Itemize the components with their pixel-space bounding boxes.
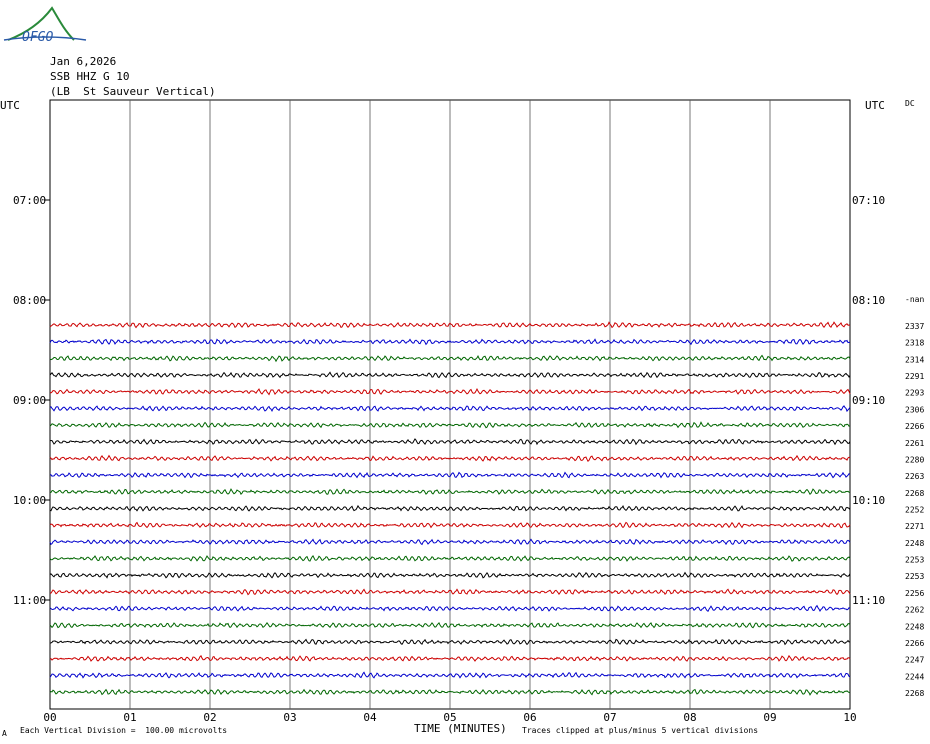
dc-label: 2291 xyxy=(905,372,924,381)
scale-note: Each Vertical Division = 100.00 microvol… xyxy=(20,726,228,735)
dc-label: 2306 xyxy=(905,405,924,414)
right-time-label: 11:10 xyxy=(852,594,885,607)
dc-label: 2318 xyxy=(905,339,924,348)
left-time-label: 09:00 xyxy=(13,394,46,407)
dc-label: 2244 xyxy=(905,672,924,681)
dc-label: 2253 xyxy=(905,556,924,565)
seismic-trace xyxy=(49,321,851,329)
clip-note: Traces clipped at plus/minus 5 vertical … xyxy=(522,726,759,735)
seismic-trace xyxy=(49,387,851,396)
x-tick-label: 06 xyxy=(523,711,536,724)
seismic-trace xyxy=(49,588,851,596)
seismic-trace xyxy=(49,521,851,529)
seismic-trace xyxy=(49,654,851,662)
dc-label: 2252 xyxy=(905,506,924,515)
x-tick-label: 04 xyxy=(363,711,377,724)
left-time-label: 08:00 xyxy=(13,294,46,307)
dc-label: -nan xyxy=(905,295,924,304)
dc-label: 2248 xyxy=(905,622,924,631)
dc-label: 2266 xyxy=(905,639,924,648)
right-time-label: 07:10 xyxy=(852,194,885,207)
right-time-label: 10:10 xyxy=(852,494,885,507)
seismic-trace xyxy=(49,688,851,696)
dc-label: 2256 xyxy=(905,589,924,598)
station-location: (LB St Sauveur Vertical) xyxy=(50,85,216,98)
dc-label: 2248 xyxy=(905,539,924,548)
left-utc-header: UTC xyxy=(0,99,20,112)
dc-label: 2262 xyxy=(905,606,924,615)
seismic-trace xyxy=(49,554,851,562)
x-tick-label: 02 xyxy=(203,711,216,724)
seismic-trace xyxy=(49,604,851,613)
seismic-trace xyxy=(49,405,851,413)
logo-text: OFGO xyxy=(22,30,53,45)
x-tick-label: 07 xyxy=(603,711,616,724)
dc-label: 2261 xyxy=(905,439,924,448)
dc-label: 2253 xyxy=(905,572,924,581)
seismic-trace xyxy=(49,421,851,429)
seismic-trace xyxy=(49,671,851,679)
seismic-trace xyxy=(49,338,851,346)
seismic-trace xyxy=(49,504,851,512)
seismic-trace xyxy=(49,538,851,546)
dc-label: 2280 xyxy=(905,455,924,464)
x-axis-title: TIME (MINUTES) xyxy=(414,722,507,735)
corner-mark: A xyxy=(2,729,7,738)
seismic-trace xyxy=(49,488,851,495)
x-tick-label: 00 xyxy=(43,711,56,724)
x-tick-label: 01 xyxy=(123,711,136,724)
dc-label: 2337 xyxy=(905,322,924,331)
seismic-trace xyxy=(49,571,851,579)
seismic-trace xyxy=(49,354,851,363)
dc-header: DC xyxy=(905,99,915,108)
dc-label: 2293 xyxy=(905,389,924,398)
seismic-trace xyxy=(49,621,851,629)
ofgo-logo: OFGO xyxy=(3,6,87,45)
chart-date: Jan 6,2026 xyxy=(50,55,117,68)
x-tick-label: 08 xyxy=(683,711,696,724)
seismic-trace xyxy=(49,371,851,379)
seismic-trace xyxy=(49,638,851,646)
left-time-label: 10:00 xyxy=(13,494,46,507)
seismic-trace xyxy=(49,454,851,463)
x-tick-label: 05 xyxy=(443,711,456,724)
left-time-label: 07:00 xyxy=(13,194,46,207)
seismic-trace xyxy=(49,438,851,446)
dc-label: 2271 xyxy=(905,522,924,531)
x-tick-label: 03 xyxy=(283,711,296,724)
dc-label: 2314 xyxy=(905,355,924,364)
left-time-label: 11:00 xyxy=(13,594,46,607)
dc-label: 2263 xyxy=(905,472,924,481)
seismic-trace xyxy=(49,471,851,479)
dc-label: 2247 xyxy=(905,656,924,665)
right-time-label: 09:10 xyxy=(852,394,885,407)
x-tick-label: 09 xyxy=(763,711,776,724)
x-tick-label: 10 xyxy=(843,711,856,724)
dc-label: 2266 xyxy=(905,422,924,431)
right-time-label: 08:10 xyxy=(852,294,885,307)
right-utc-header: UTC xyxy=(865,99,885,112)
dc-label: 2268 xyxy=(905,689,924,698)
station-code: SSB HHZ G 10 xyxy=(50,70,130,83)
dc-label: 2268 xyxy=(905,489,924,498)
